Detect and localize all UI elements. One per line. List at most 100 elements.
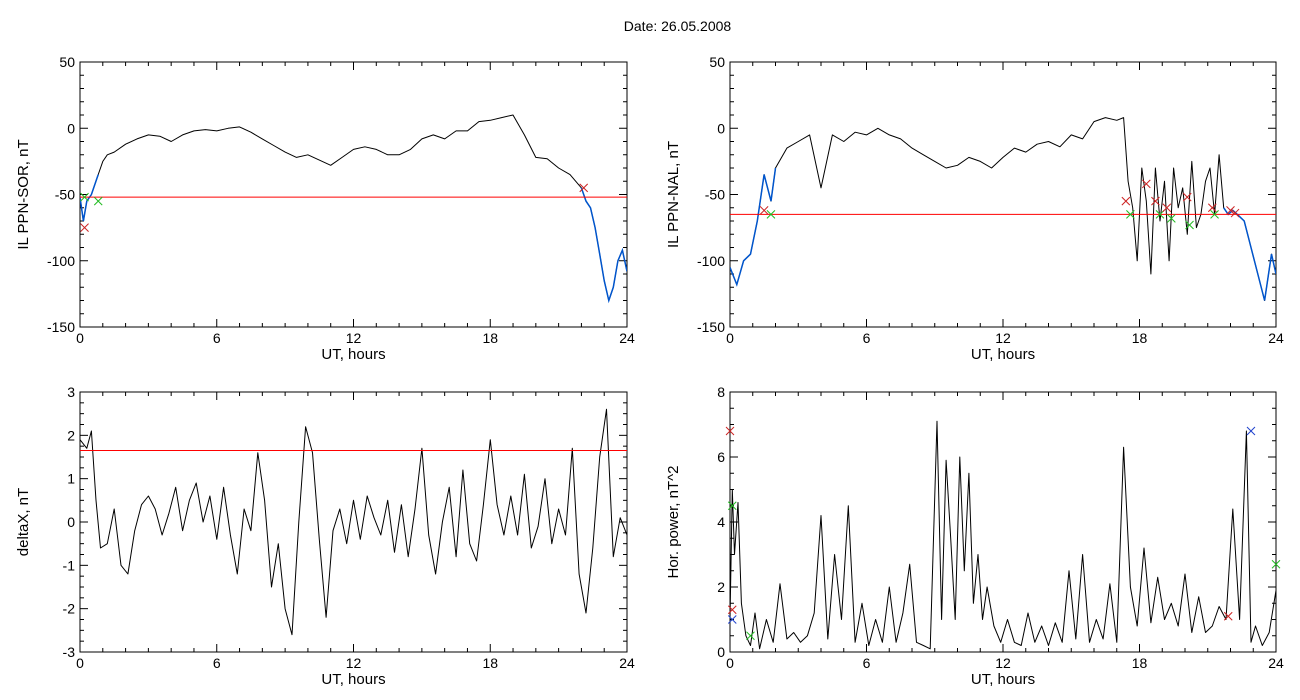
highlight-segment-end [580,187,627,304]
series-line [80,114,627,301]
cross-marker [1226,206,1235,215]
cross-stroke [1182,192,1192,202]
cross-marker [1185,220,1194,230]
y-axis-label: deltaX, nT [15,488,32,556]
cross-marker [746,631,755,641]
x-tick-label: 18 [1132,655,1148,671]
cross-marker [1271,559,1281,569]
cross-marker [1210,210,1219,219]
cross-marker [725,426,735,436]
plot-area [80,408,627,636]
x-tick-label: 0 [726,655,734,671]
y-tick-label: -150 [697,319,725,335]
series-line [80,408,627,636]
cross-stroke [746,631,755,641]
cross-stroke [727,615,737,624]
cross-stroke [1210,210,1219,219]
y-tick-label: 8 [717,384,725,400]
y-tick-label: 50 [59,54,75,70]
axes-frame [79,391,628,653]
highlight-segment-end [1223,207,1276,301]
x-tick-label: 0 [726,330,734,346]
cross-marker [1166,213,1176,223]
cross-stroke [1223,611,1233,621]
cross-stroke [1166,213,1176,223]
y-tick-label: 2 [67,427,75,443]
x-axis-label: UT, hours [321,671,385,688]
x-tick-label: 24 [619,330,635,346]
y-tick-label: 0 [717,644,725,660]
x-tick-label: 24 [1268,655,1284,671]
axes-frame [729,391,1277,653]
y-tick-label: -1 [63,557,76,573]
y-tick-label: -50 [705,187,725,203]
cross-marker [727,615,737,624]
cross-stroke [1246,426,1256,436]
cross-marker [80,223,89,232]
cross-marker [1151,196,1160,206]
x-tick-label: 6 [863,330,871,346]
plot-area [730,420,1276,650]
x-tick-label: 12 [346,655,362,671]
cross-marker [759,206,769,215]
x-tick-label: 6 [863,655,871,671]
cross-marker [1162,203,1172,213]
cross-marker [1223,611,1233,621]
cross-marker [1155,210,1165,219]
y-tick-label: 0 [67,514,75,530]
x-tick-label: 18 [482,330,498,346]
cross-marker [1182,192,1192,202]
cross-stroke [766,210,776,219]
y-tick-label: 6 [717,449,725,465]
x-tick-label: 12 [346,330,362,346]
cross-marker [1121,196,1131,206]
axes-frame [79,61,628,328]
y-tick-label: -150 [47,319,75,335]
cross-marker [1141,179,1151,189]
cross-marker [1246,426,1256,436]
y-tick-label: -50 [55,187,75,203]
x-tick-label: 0 [76,655,84,671]
x-tick-label: 12 [995,330,1011,346]
cross-marker [579,183,589,193]
cross-stroke [1271,559,1281,569]
x-axis-label: UT, hours [971,346,1035,363]
series-line [730,117,1276,301]
x-tick-label: 6 [213,330,221,346]
cross-stroke [1151,196,1160,206]
y-tick-label: 2 [717,579,725,595]
cross-marker [1207,203,1217,213]
cross-stroke [1207,203,1217,213]
cross-stroke [1226,206,1235,215]
y-tick-label: 3 [67,384,75,400]
cross-stroke [1162,203,1172,213]
x-tick-label: 6 [213,655,221,671]
cross-marker [1230,208,1240,218]
x-axis-label: UT, hours [321,346,385,363]
y-tick-label: 0 [67,120,75,136]
x-tick-label: 18 [1132,330,1148,346]
plot-area [80,114,627,304]
cross-stroke [93,196,103,206]
y-axis-label: Hor. power, nT^2 [665,466,682,579]
y-tick-label: -100 [47,253,75,269]
cross-stroke [1141,179,1151,189]
y-tick-label: -100 [697,253,725,269]
x-tick-label: 24 [619,655,635,671]
cross-stroke [1155,210,1165,219]
y-tick-label: 4 [717,514,725,530]
cross-stroke [725,426,735,436]
highlight-segment-start [730,167,777,287]
y-tick-label: 50 [709,54,725,70]
cross-marker [1126,210,1135,219]
y-axis-label: IL PPN-SOR, nT [15,139,32,249]
highlight-segment-start [80,174,99,222]
x-tick-label: 0 [76,330,84,346]
cross-marker [80,192,89,202]
x-tick-label: 12 [995,655,1011,671]
cross-stroke [579,183,589,193]
cross-stroke [80,192,89,202]
